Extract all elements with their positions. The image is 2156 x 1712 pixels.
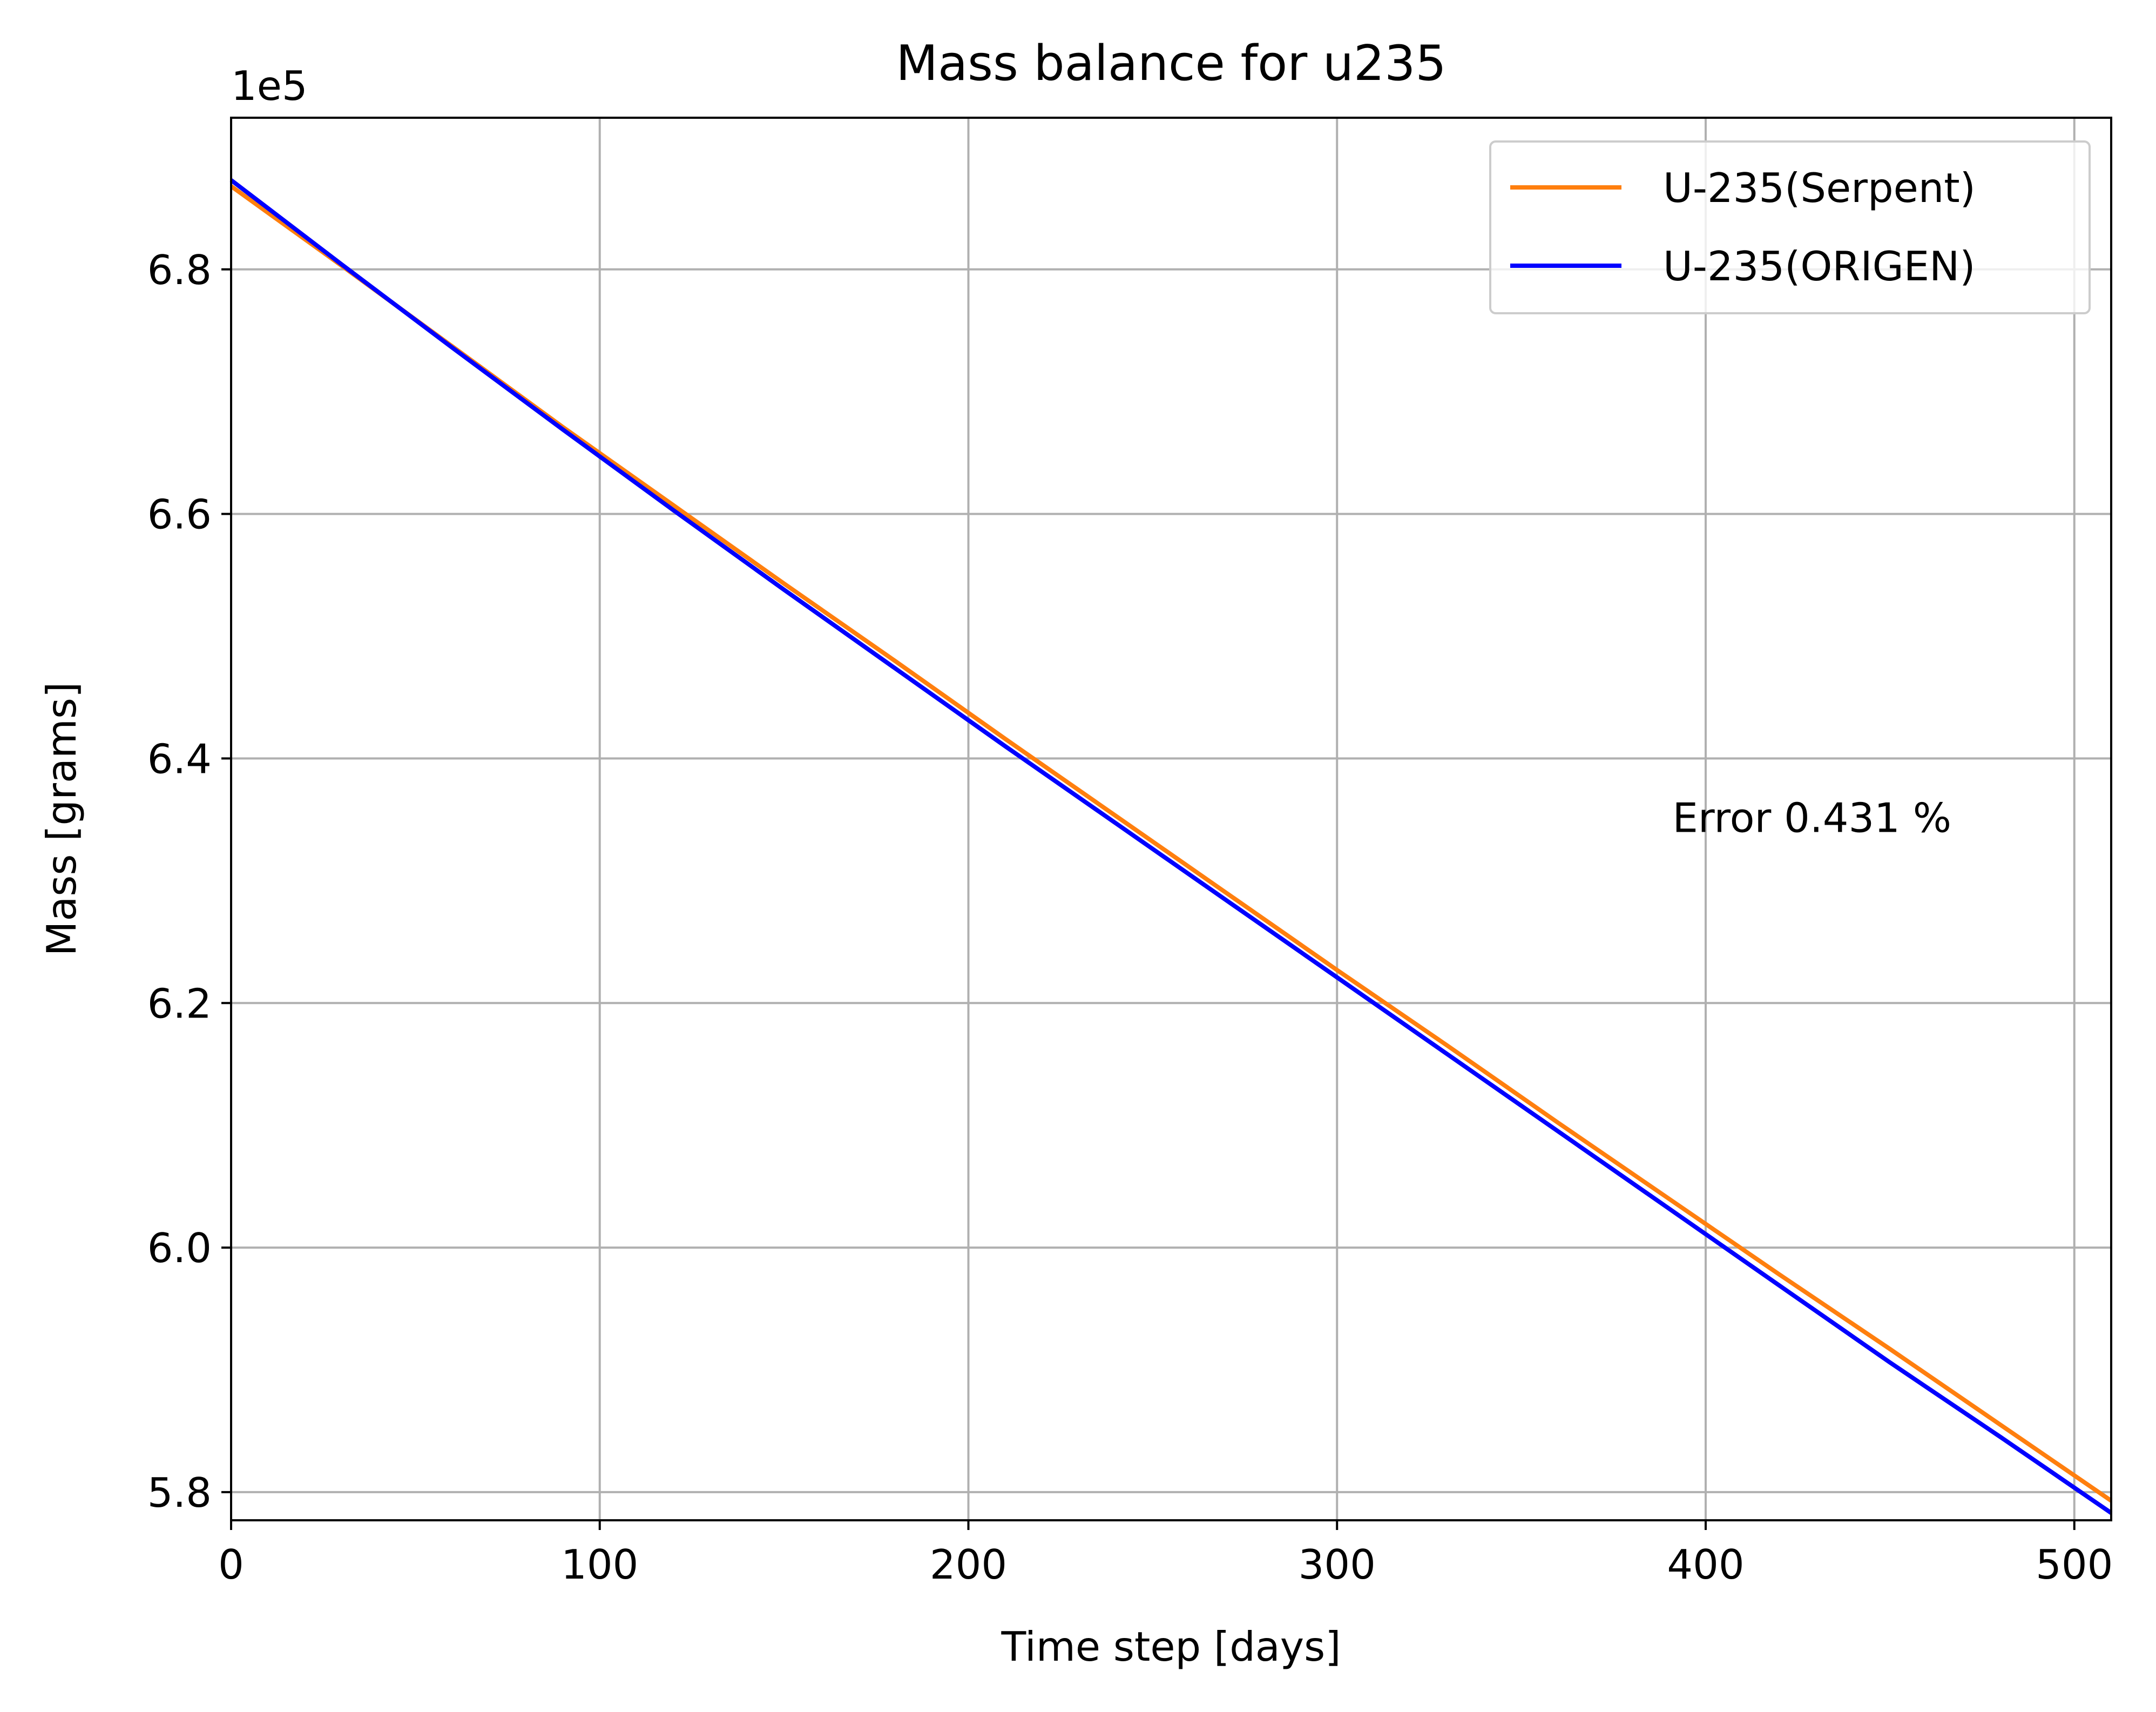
legend-box	[1489, 140, 2091, 314]
x-axis-label: Time step [days]	[1001, 1623, 1341, 1670]
legend: U-235(Serpent) U-235(ORIGEN)	[1489, 140, 2091, 314]
x-tick-label: 400	[1667, 1541, 1744, 1588]
series-layer	[229, 178, 2113, 1515]
y-axis-label: Mass [grams]	[38, 682, 85, 956]
y-axis-offset-label: 1e5	[231, 62, 308, 110]
error-annotation: Error 0.431 %	[1673, 794, 1951, 841]
plot-area-frame	[230, 117, 2112, 1521]
x-tick-label: 200	[930, 1541, 1007, 1588]
grid	[230, 118, 2111, 1520]
axis-ticks: 0 100 200 300 400 500 5.8 6.0 6.2 6.4 6.6 6.8	[147, 246, 2113, 1588]
legend-label-origen: U-235(ORIGEN)	[1663, 242, 1976, 290]
y-tick-label: 6.8	[147, 246, 212, 294]
y-tick-label: 6.4	[147, 735, 212, 783]
x-tick-label: 0	[218, 1541, 244, 1588]
y-tick-label: 6.0	[147, 1224, 212, 1272]
x-tick-label: 100	[561, 1541, 638, 1588]
y-tick-label: 6.2	[147, 980, 212, 1027]
x-tick-label: 300	[1299, 1541, 1376, 1588]
series-line-origen	[229, 178, 2113, 1515]
chart-title: Mass balance for u235	[896, 35, 1446, 92]
y-tick-label: 5.8	[147, 1469, 212, 1516]
y-tick-label: 6.6	[147, 491, 212, 538]
x-tick-label: 500	[2036, 1541, 2113, 1588]
legend-label-serpent: U-235(Serpent)	[1663, 164, 1976, 212]
